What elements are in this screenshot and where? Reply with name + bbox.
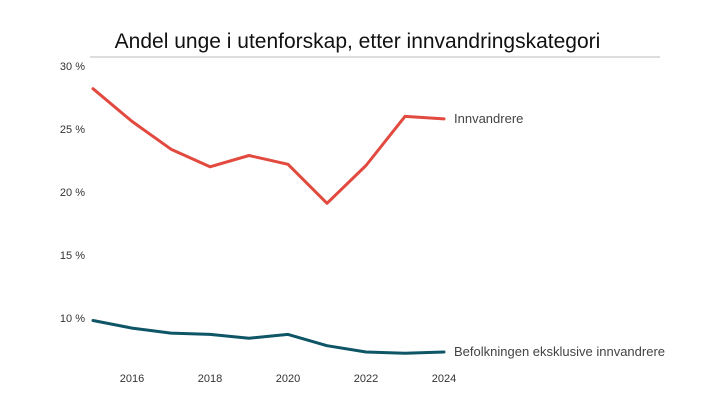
x-tick-label: 2022 (354, 373, 378, 385)
x-tick-label: 2024 (432, 373, 456, 385)
y-tick-label: 30 % (60, 61, 85, 73)
x-tick-label: 2018 (198, 373, 222, 385)
series-line-0 (91, 87, 446, 205)
series-label-1: Befolkningen eksklusive innvandrere (454, 344, 665, 359)
y-tick-label: 10 % (60, 313, 85, 325)
y-tick-label: 15 % (60, 250, 85, 262)
x-axis-ticks: 2016 2018 2020 2022 2024 (120, 373, 456, 385)
chart-title: Andel unge i utenforskap, etter innvandr… (114, 30, 601, 53)
series-label-0: Innvandrere (454, 111, 523, 126)
series-labels: Innvandrere Befolkningen eksklusive innva… (454, 111, 665, 359)
x-tick-label: 2016 (120, 373, 144, 385)
y-axis-ticks: 10 % 15 % 20 % 25 % 30 % (60, 61, 85, 325)
series-lines (91, 87, 446, 355)
x-tick-label: 2020 (276, 373, 300, 385)
series-line-1 (91, 319, 446, 355)
y-tick-label: 25 % (60, 124, 85, 136)
y-tick-label: 20 % (60, 187, 85, 199)
